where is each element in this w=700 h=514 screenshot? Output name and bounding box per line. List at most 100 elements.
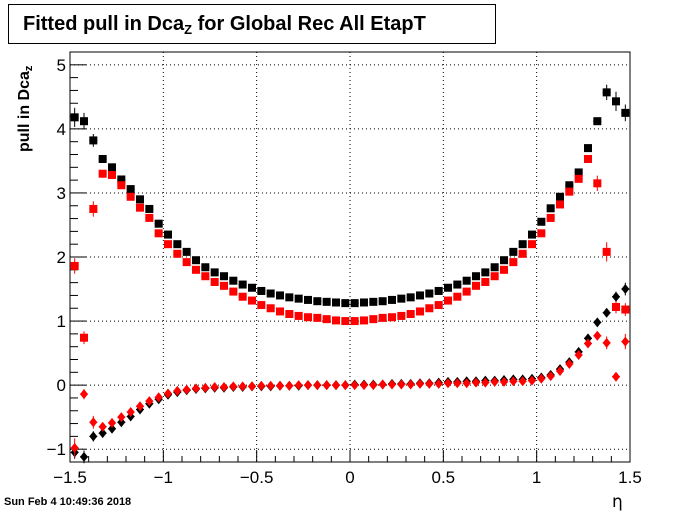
data-point bbox=[500, 265, 508, 274]
axis-ticks bbox=[69, 51, 631, 463]
data-point bbox=[238, 381, 247, 392]
grid-lines bbox=[70, 52, 630, 462]
x-tick-label: 1.5 bbox=[618, 468, 642, 487]
timestamp: Sun Feb 4 10:49:36 2018 bbox=[4, 496, 132, 508]
data-point bbox=[229, 287, 238, 296]
data-point bbox=[612, 291, 620, 302]
data-point bbox=[565, 181, 574, 190]
data-point bbox=[136, 195, 144, 204]
data-point bbox=[490, 272, 499, 281]
data-point bbox=[584, 338, 592, 349]
data-point bbox=[173, 240, 182, 249]
data-point bbox=[360, 316, 368, 325]
chart-title: Fitted pull in DcaZ for Global Rec All E… bbox=[23, 13, 426, 37]
data-point bbox=[248, 381, 256, 392]
data-point bbox=[472, 281, 480, 290]
data-point bbox=[164, 388, 172, 399]
data-point bbox=[556, 200, 564, 209]
data-point bbox=[98, 428, 107, 439]
data-point bbox=[70, 442, 79, 453]
data-point bbox=[612, 371, 620, 382]
data-point bbox=[117, 175, 126, 184]
data-point bbox=[276, 291, 284, 300]
data-point bbox=[80, 389, 88, 400]
data-point bbox=[350, 380, 359, 391]
data-point bbox=[322, 380, 331, 391]
y-tick-label: 0 bbox=[57, 376, 66, 395]
data-point bbox=[556, 192, 564, 201]
data-point bbox=[556, 366, 564, 377]
data-point bbox=[481, 377, 490, 388]
y-tick-label: 4 bbox=[57, 120, 66, 139]
data-point bbox=[621, 305, 630, 314]
data-point bbox=[257, 301, 266, 310]
data-point bbox=[117, 417, 126, 428]
data-point bbox=[612, 97, 620, 106]
data-point bbox=[304, 380, 312, 391]
data-point bbox=[602, 247, 611, 256]
data-point bbox=[350, 299, 359, 308]
data-point bbox=[388, 313, 396, 322]
data-point bbox=[584, 154, 592, 163]
data-point bbox=[453, 280, 462, 289]
data-point bbox=[350, 317, 359, 326]
data-point bbox=[266, 380, 275, 391]
data-point bbox=[276, 380, 284, 391]
data-point bbox=[322, 297, 331, 306]
data-point bbox=[444, 283, 452, 292]
data-point bbox=[602, 337, 611, 348]
data-point bbox=[145, 396, 154, 407]
data-point bbox=[201, 382, 210, 393]
data-point bbox=[220, 281, 228, 290]
data-point bbox=[182, 247, 191, 256]
data-point bbox=[182, 384, 191, 395]
data-point bbox=[481, 277, 490, 286]
data-markers bbox=[70, 84, 630, 464]
data-point bbox=[369, 297, 378, 306]
data-point bbox=[108, 163, 116, 172]
data-point bbox=[378, 297, 387, 306]
data-point bbox=[332, 316, 340, 325]
data-point bbox=[229, 381, 238, 392]
x-tick-label: −0.5 bbox=[240, 468, 274, 487]
data-point bbox=[98, 421, 107, 432]
axis-tick-labels: −1.5 −1 −0.5 0 0.5 1 1.5 −1 0 1 2 3 4 5 bbox=[47, 56, 642, 487]
data-point bbox=[341, 317, 350, 326]
data-point bbox=[313, 313, 322, 322]
data-point bbox=[509, 376, 518, 387]
data-point bbox=[136, 203, 144, 212]
data-point bbox=[89, 136, 98, 145]
data-point bbox=[518, 249, 527, 258]
data-point bbox=[500, 376, 508, 387]
data-point bbox=[154, 229, 163, 238]
data-point bbox=[434, 286, 443, 295]
data-point bbox=[173, 249, 182, 258]
data-point bbox=[248, 283, 256, 292]
data-point bbox=[108, 171, 116, 179]
data-point bbox=[136, 401, 144, 412]
data-point bbox=[126, 407, 135, 418]
data-point bbox=[70, 113, 79, 122]
data-point bbox=[472, 377, 480, 388]
data-point bbox=[416, 378, 424, 389]
data-point bbox=[490, 263, 499, 272]
data-point bbox=[322, 315, 331, 324]
data-point bbox=[584, 333, 592, 344]
data-point bbox=[70, 261, 79, 270]
data-point bbox=[341, 380, 350, 391]
data-point bbox=[509, 258, 518, 267]
data-point bbox=[229, 276, 238, 285]
data-point bbox=[80, 333, 88, 342]
data-point bbox=[593, 330, 602, 341]
data-point bbox=[462, 378, 471, 389]
data-point bbox=[546, 371, 555, 382]
data-point bbox=[313, 380, 322, 391]
data-point bbox=[266, 289, 275, 298]
data-point bbox=[294, 294, 303, 303]
data-point bbox=[593, 317, 602, 328]
data-point bbox=[612, 302, 620, 311]
data-point bbox=[378, 379, 387, 390]
data-point bbox=[453, 378, 462, 389]
data-point bbox=[154, 392, 163, 403]
